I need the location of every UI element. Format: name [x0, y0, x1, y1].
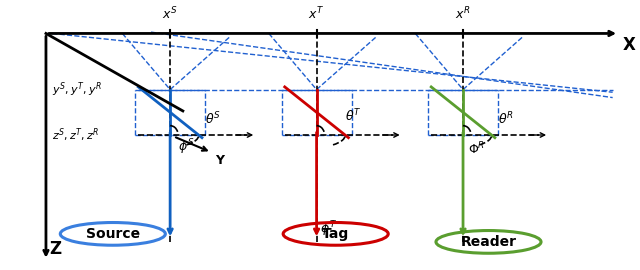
Text: Z: Z: [49, 240, 61, 258]
Text: $x^R$: $x^R$: [455, 6, 471, 23]
Text: $\Phi^R$: $\Phi^R$: [468, 140, 485, 157]
Text: $z^S, z^T, z^R$: $z^S, z^T, z^R$: [52, 126, 100, 144]
Text: Y: Y: [214, 154, 224, 167]
Text: $x^S$: $x^S$: [163, 6, 178, 23]
Text: $\phi^T$: $\phi^T$: [320, 220, 337, 239]
Text: Reader: Reader: [461, 235, 516, 249]
Text: $\phi^S$: $\phi^S$: [179, 138, 195, 157]
Text: X: X: [622, 36, 635, 54]
Text: $x^T$: $x^T$: [308, 6, 324, 23]
Text: Source: Source: [86, 227, 140, 241]
Text: Tag: Tag: [322, 227, 349, 241]
Text: $y^S, y^T, y^R$: $y^S, y^T, y^R$: [52, 80, 102, 99]
Text: $\theta^S$: $\theta^S$: [205, 111, 221, 127]
Text: $\theta^R$: $\theta^R$: [498, 111, 514, 127]
Text: $\theta^T$: $\theta^T$: [345, 108, 362, 124]
